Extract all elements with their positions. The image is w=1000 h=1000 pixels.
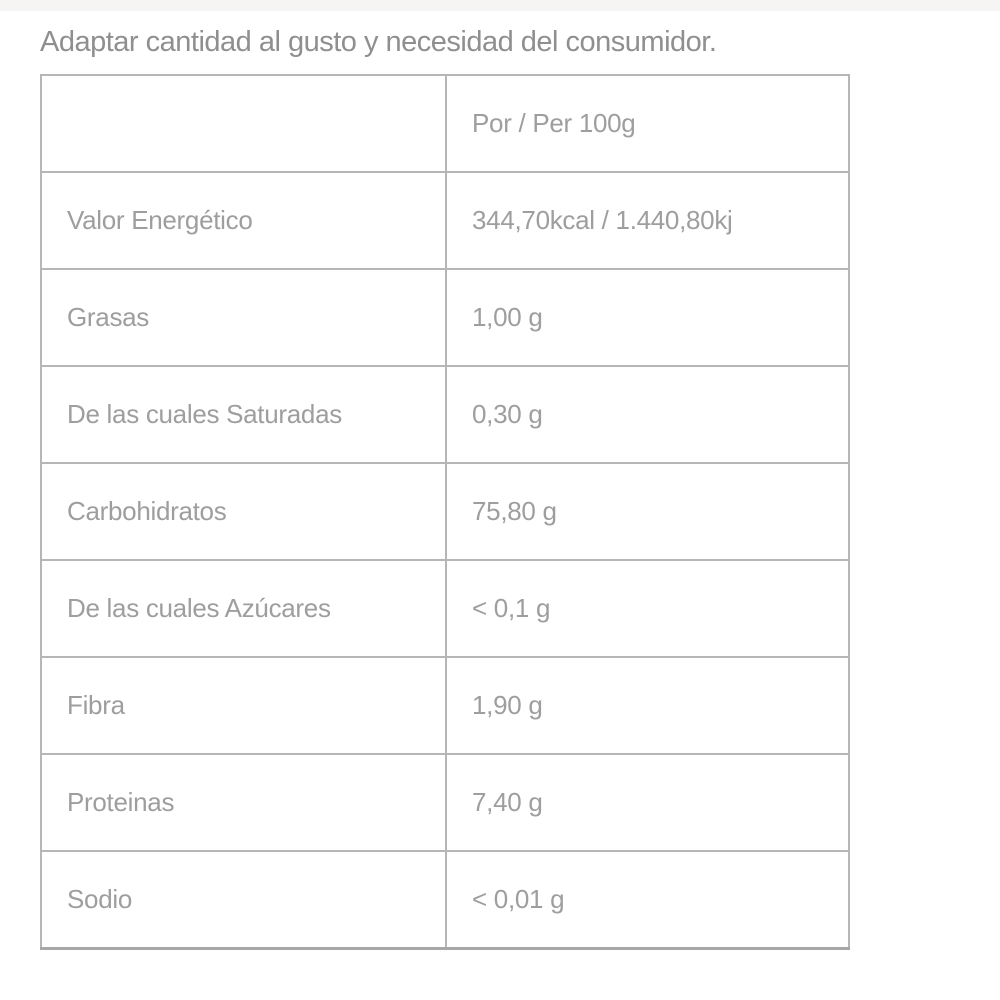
row-label: Valor Energético — [40, 171, 447, 270]
table-row: De las cuales Azúcares < 0,1 g — [40, 559, 850, 658]
row-label: De las cuales Azúcares — [40, 559, 447, 658]
page-edge-strip — [0, 0, 1000, 11]
table-header-row: Por / Per 100g — [40, 74, 850, 173]
header-value-cell: Por / Per 100g — [445, 74, 850, 173]
row-value: < 0,01 g — [445, 850, 850, 950]
table-row: Grasas 1,00 g — [40, 268, 850, 367]
table-row: Carbohidratos 75,80 g — [40, 462, 850, 561]
table-row: Proteinas 7,40 g — [40, 753, 850, 852]
row-label: Proteinas — [40, 753, 447, 852]
row-label: De las cuales Saturadas — [40, 365, 447, 464]
row-label: Grasas — [40, 268, 447, 367]
table-row: De las cuales Saturadas 0,30 g — [40, 365, 850, 464]
row-value: 344,70kcal / 1.440,80kj — [445, 171, 850, 270]
nutrition-table: Por / Per 100g Valor Energético 344,70kc… — [40, 74, 850, 950]
table-row: Valor Energético 344,70kcal / 1.440,80kj — [40, 171, 850, 270]
row-value: 7,40 g — [445, 753, 850, 852]
table-row: Fibra 1,90 g — [40, 656, 850, 755]
row-value: 1,00 g — [445, 268, 850, 367]
row-value: 0,30 g — [445, 365, 850, 464]
table-row: Sodio < 0,01 g — [40, 850, 850, 950]
row-label: Carbohidratos — [40, 462, 447, 561]
row-value: < 0,1 g — [445, 559, 850, 658]
row-label: Sodio — [40, 850, 447, 950]
row-value: 1,90 g — [445, 656, 850, 755]
row-label: Fibra — [40, 656, 447, 755]
row-value: 75,80 g — [445, 462, 850, 561]
serving-note: Adaptar cantidad al gusto y necesidad de… — [40, 26, 717, 58]
header-label-cell — [40, 74, 447, 173]
